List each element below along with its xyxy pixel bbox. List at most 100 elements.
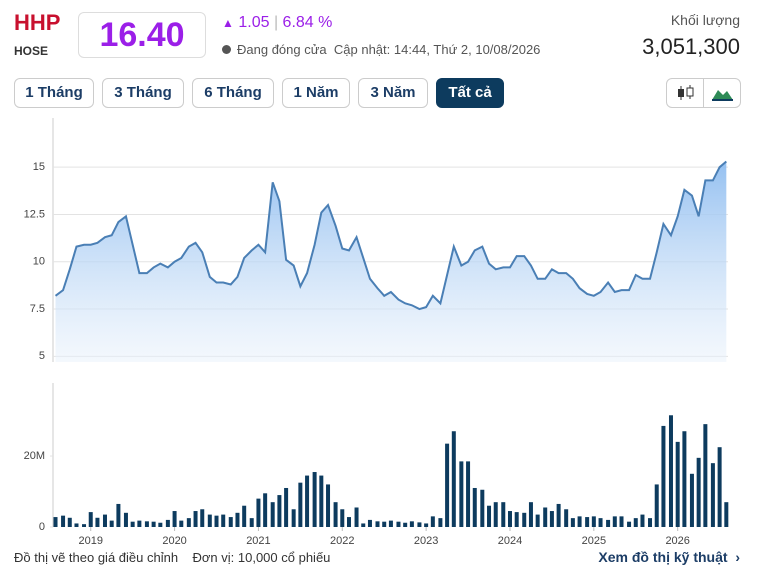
volume-bar xyxy=(570,518,575,527)
range-button[interactable]: Tất cả xyxy=(436,78,504,108)
footer-notes: Đồ thị vẽ theo giá điều chỉnh Đơn vị: 10… xyxy=(14,550,330,565)
x-tick-label: 2024 xyxy=(498,535,522,547)
range-button[interactable]: 3 Tháng xyxy=(102,78,184,108)
volume-bar xyxy=(430,516,435,527)
change-pct: 6.84 % xyxy=(282,14,333,31)
unit: Đơn vị: 10,000 cổ phiếu xyxy=(192,550,331,565)
range-button[interactable]: 1 Tháng xyxy=(14,78,94,108)
volume-bar xyxy=(445,443,450,527)
volume-bar xyxy=(501,502,506,527)
volume-bar xyxy=(361,523,366,527)
range-button[interactable]: 1 Năm xyxy=(282,78,350,108)
volume-bar xyxy=(682,431,687,527)
volume-bar xyxy=(598,518,603,527)
ticker: HHP xyxy=(14,10,61,35)
volume-bar xyxy=(249,518,254,527)
volume-bar xyxy=(438,518,443,527)
volume-label: Khối lượng xyxy=(670,12,740,28)
volume-bar xyxy=(130,521,135,527)
volume-bar xyxy=(577,516,582,527)
volume-bar xyxy=(403,522,408,527)
exchange: HOSE xyxy=(14,44,49,58)
volume-bar xyxy=(640,514,645,527)
volume-bar xyxy=(703,424,708,527)
volume-bar xyxy=(654,484,659,527)
volume-bar xyxy=(235,512,240,527)
status-row: Đang đóng cửa Cập nhật: 14:44, Thứ 2, 10… xyxy=(222,42,540,57)
volume-bar xyxy=(221,514,226,527)
x-tick-label: 2025 xyxy=(582,535,606,547)
y-tick-label: 7.5 xyxy=(30,303,45,315)
volume-bar xyxy=(549,511,554,527)
volume-bar xyxy=(270,502,275,527)
status: Đang đóng cửa xyxy=(237,42,327,57)
volume-bar xyxy=(375,521,380,527)
volume-bar xyxy=(102,514,107,527)
volume-bar xyxy=(242,505,247,527)
volume-bar xyxy=(312,472,317,527)
note: Đồ thị vẽ theo giá điều chỉnh xyxy=(14,550,179,565)
volume-bar xyxy=(116,503,121,527)
volume-bar xyxy=(480,489,485,527)
volume-bar xyxy=(88,512,93,527)
range-button[interactable]: 3 Năm xyxy=(358,78,428,108)
volume-bar xyxy=(186,518,191,527)
volume-bar xyxy=(564,509,569,527)
volume-bar xyxy=(172,511,177,527)
volume-bar xyxy=(95,517,100,527)
x-tick-label: 2021 xyxy=(246,535,270,547)
volume-bar xyxy=(627,521,632,527)
area-icon[interactable] xyxy=(703,78,741,108)
volume-bar xyxy=(193,511,198,527)
volume-bar xyxy=(319,475,324,527)
y-tick-label: 12.5 xyxy=(24,208,45,220)
volume-bar xyxy=(675,441,680,527)
volume-bar xyxy=(507,511,512,527)
volume-bar xyxy=(493,502,498,527)
x-tick-label: 2022 xyxy=(330,535,354,547)
volume-bar xyxy=(514,512,519,527)
volume-bar xyxy=(606,519,611,527)
volume-bar xyxy=(144,521,149,527)
x-tick-label: 2023 xyxy=(414,535,438,547)
volume-bar xyxy=(466,461,471,527)
volume-bar xyxy=(256,498,261,527)
volume-bar xyxy=(668,415,673,527)
candle-icon[interactable] xyxy=(666,78,704,108)
x-tick-label: 2020 xyxy=(162,535,186,547)
volume-bar xyxy=(67,517,72,527)
volume-bar xyxy=(556,503,561,527)
volume-bar xyxy=(367,519,372,527)
volume-bar xyxy=(591,516,596,527)
volume-bar xyxy=(346,517,351,527)
link[interactable]: Xem đồ thị kỹ thuật xyxy=(598,549,728,565)
volume-bar xyxy=(710,463,715,527)
volume-bar xyxy=(612,516,617,527)
volume-bar xyxy=(535,514,540,527)
volume-bar xyxy=(354,507,359,527)
volume-bar xyxy=(633,518,638,527)
volume-bar xyxy=(424,523,429,527)
volume-bar xyxy=(284,487,289,527)
volume-bar xyxy=(298,482,303,527)
volume-bar xyxy=(207,514,212,527)
volume-bar xyxy=(382,521,387,527)
volume-bar xyxy=(543,507,548,527)
y-tick-label: 10 xyxy=(33,256,45,268)
volume-bar xyxy=(165,519,170,527)
volume-bar xyxy=(53,517,58,527)
volume-bar xyxy=(724,502,729,527)
change: ▲ 1.05 | 6.84 % xyxy=(222,14,333,31)
volume-bar xyxy=(228,517,233,527)
volume-bar xyxy=(451,431,456,527)
volume: 3,051,300 xyxy=(642,34,740,59)
volume-bar xyxy=(158,522,163,527)
tech-link[interactable]: Xem đồ thị kỹ thuật › xyxy=(598,549,740,565)
range-button[interactable]: 6 Tháng xyxy=(192,78,274,108)
volume-bar xyxy=(291,509,296,527)
volume-bar xyxy=(123,512,128,527)
volume-bar xyxy=(717,447,722,527)
volume-bar xyxy=(151,521,156,527)
volume-bar xyxy=(388,520,393,527)
